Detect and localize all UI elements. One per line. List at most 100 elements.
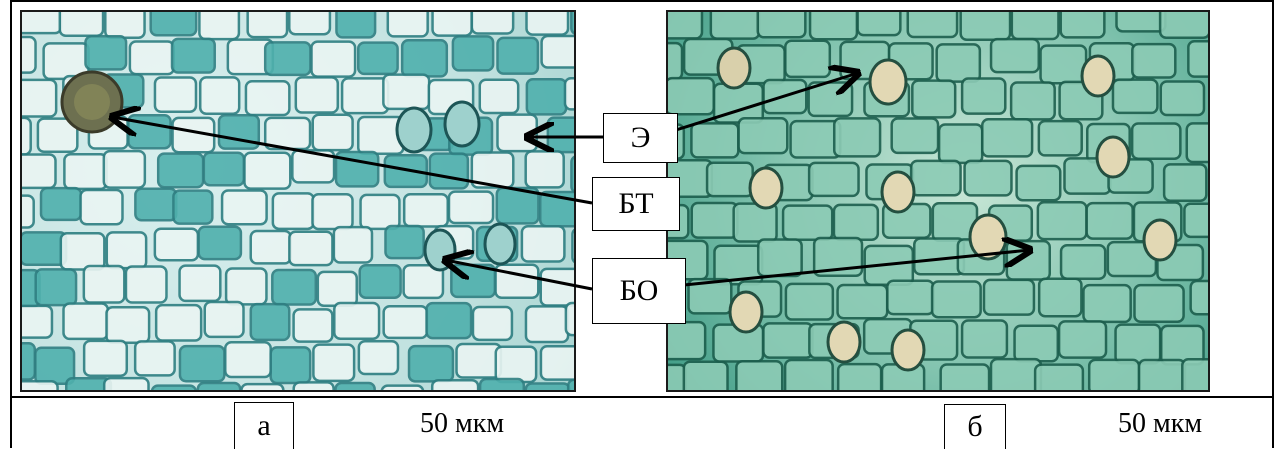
cell xyxy=(312,343,356,383)
arrow-epidermis-b xyxy=(675,73,858,132)
cell xyxy=(1015,164,1062,202)
cell xyxy=(22,380,59,390)
cell xyxy=(930,280,982,319)
cell xyxy=(386,12,429,38)
cell xyxy=(784,39,832,79)
cell xyxy=(1009,81,1056,121)
cell xyxy=(133,340,176,377)
cell xyxy=(124,265,168,304)
cell xyxy=(292,308,334,343)
cell xyxy=(196,381,242,390)
cell xyxy=(356,41,399,76)
cell xyxy=(1133,283,1185,324)
cell xyxy=(520,224,566,263)
cell xyxy=(380,384,425,390)
cell xyxy=(243,151,292,190)
cell xyxy=(102,376,150,390)
cell xyxy=(34,268,78,307)
cell xyxy=(935,43,982,83)
label-epidermis: Э xyxy=(603,113,678,163)
cell xyxy=(783,358,834,390)
cell xyxy=(832,117,882,158)
cell xyxy=(540,34,574,69)
cell xyxy=(737,117,789,155)
cell xyxy=(82,264,126,304)
cell xyxy=(1131,42,1177,79)
arrow-stomata-a xyxy=(445,260,593,291)
micrograph-b-cells xyxy=(668,12,1208,390)
cell xyxy=(1189,279,1208,316)
cell xyxy=(291,149,336,184)
cell xyxy=(471,305,514,342)
cell xyxy=(22,116,32,156)
cell xyxy=(149,12,198,37)
cell xyxy=(906,12,959,39)
cell xyxy=(564,301,574,337)
cell xyxy=(566,378,574,390)
cell xyxy=(756,12,807,39)
cell xyxy=(358,263,402,299)
cell xyxy=(36,117,79,153)
cell xyxy=(478,78,520,115)
cell xyxy=(563,76,574,111)
cell xyxy=(178,264,222,303)
cell xyxy=(496,36,540,75)
cell xyxy=(79,188,124,226)
cell xyxy=(812,236,864,278)
cell xyxy=(668,41,684,81)
cell xyxy=(240,382,285,390)
cell xyxy=(939,363,991,390)
cell xyxy=(430,378,480,390)
arrow-stomata-b xyxy=(683,250,1030,287)
label-stomata: БО xyxy=(592,258,686,324)
cell xyxy=(1037,277,1083,318)
cell xyxy=(197,225,243,261)
cell xyxy=(1183,202,1208,239)
cell xyxy=(269,346,312,385)
cell xyxy=(154,303,203,342)
cell xyxy=(1162,163,1208,203)
cell xyxy=(249,302,291,342)
cell xyxy=(407,344,455,383)
cell xyxy=(22,153,57,190)
cell xyxy=(102,149,147,189)
cell xyxy=(959,12,1012,42)
cell xyxy=(682,360,729,390)
cell xyxy=(170,37,216,74)
cell xyxy=(384,224,425,260)
cell xyxy=(311,113,354,152)
cell xyxy=(447,190,495,225)
cell xyxy=(198,12,241,41)
cell xyxy=(22,194,35,229)
cell xyxy=(524,382,571,390)
cell xyxy=(82,339,129,378)
cell xyxy=(333,301,381,341)
cell xyxy=(271,268,318,306)
cell xyxy=(470,12,515,35)
cell xyxy=(150,384,197,390)
cell xyxy=(105,306,151,345)
cell xyxy=(246,12,289,39)
cell xyxy=(784,282,835,321)
cell xyxy=(571,228,574,264)
panel-b-letter: б xyxy=(944,404,1006,449)
cell xyxy=(1187,40,1208,78)
cell xyxy=(288,12,332,36)
cell xyxy=(1158,12,1208,39)
cell xyxy=(668,12,704,40)
cell xyxy=(470,151,515,189)
cell xyxy=(59,231,106,271)
cell xyxy=(781,204,834,241)
cell xyxy=(1082,283,1132,324)
cell xyxy=(1059,12,1106,39)
cell xyxy=(539,344,574,381)
cell xyxy=(425,301,473,340)
cell xyxy=(22,35,37,74)
cell xyxy=(570,12,574,35)
cell xyxy=(735,359,784,390)
cell xyxy=(334,381,376,390)
cell xyxy=(203,300,245,339)
cell xyxy=(1185,122,1208,164)
micrograph-b xyxy=(666,10,1210,392)
